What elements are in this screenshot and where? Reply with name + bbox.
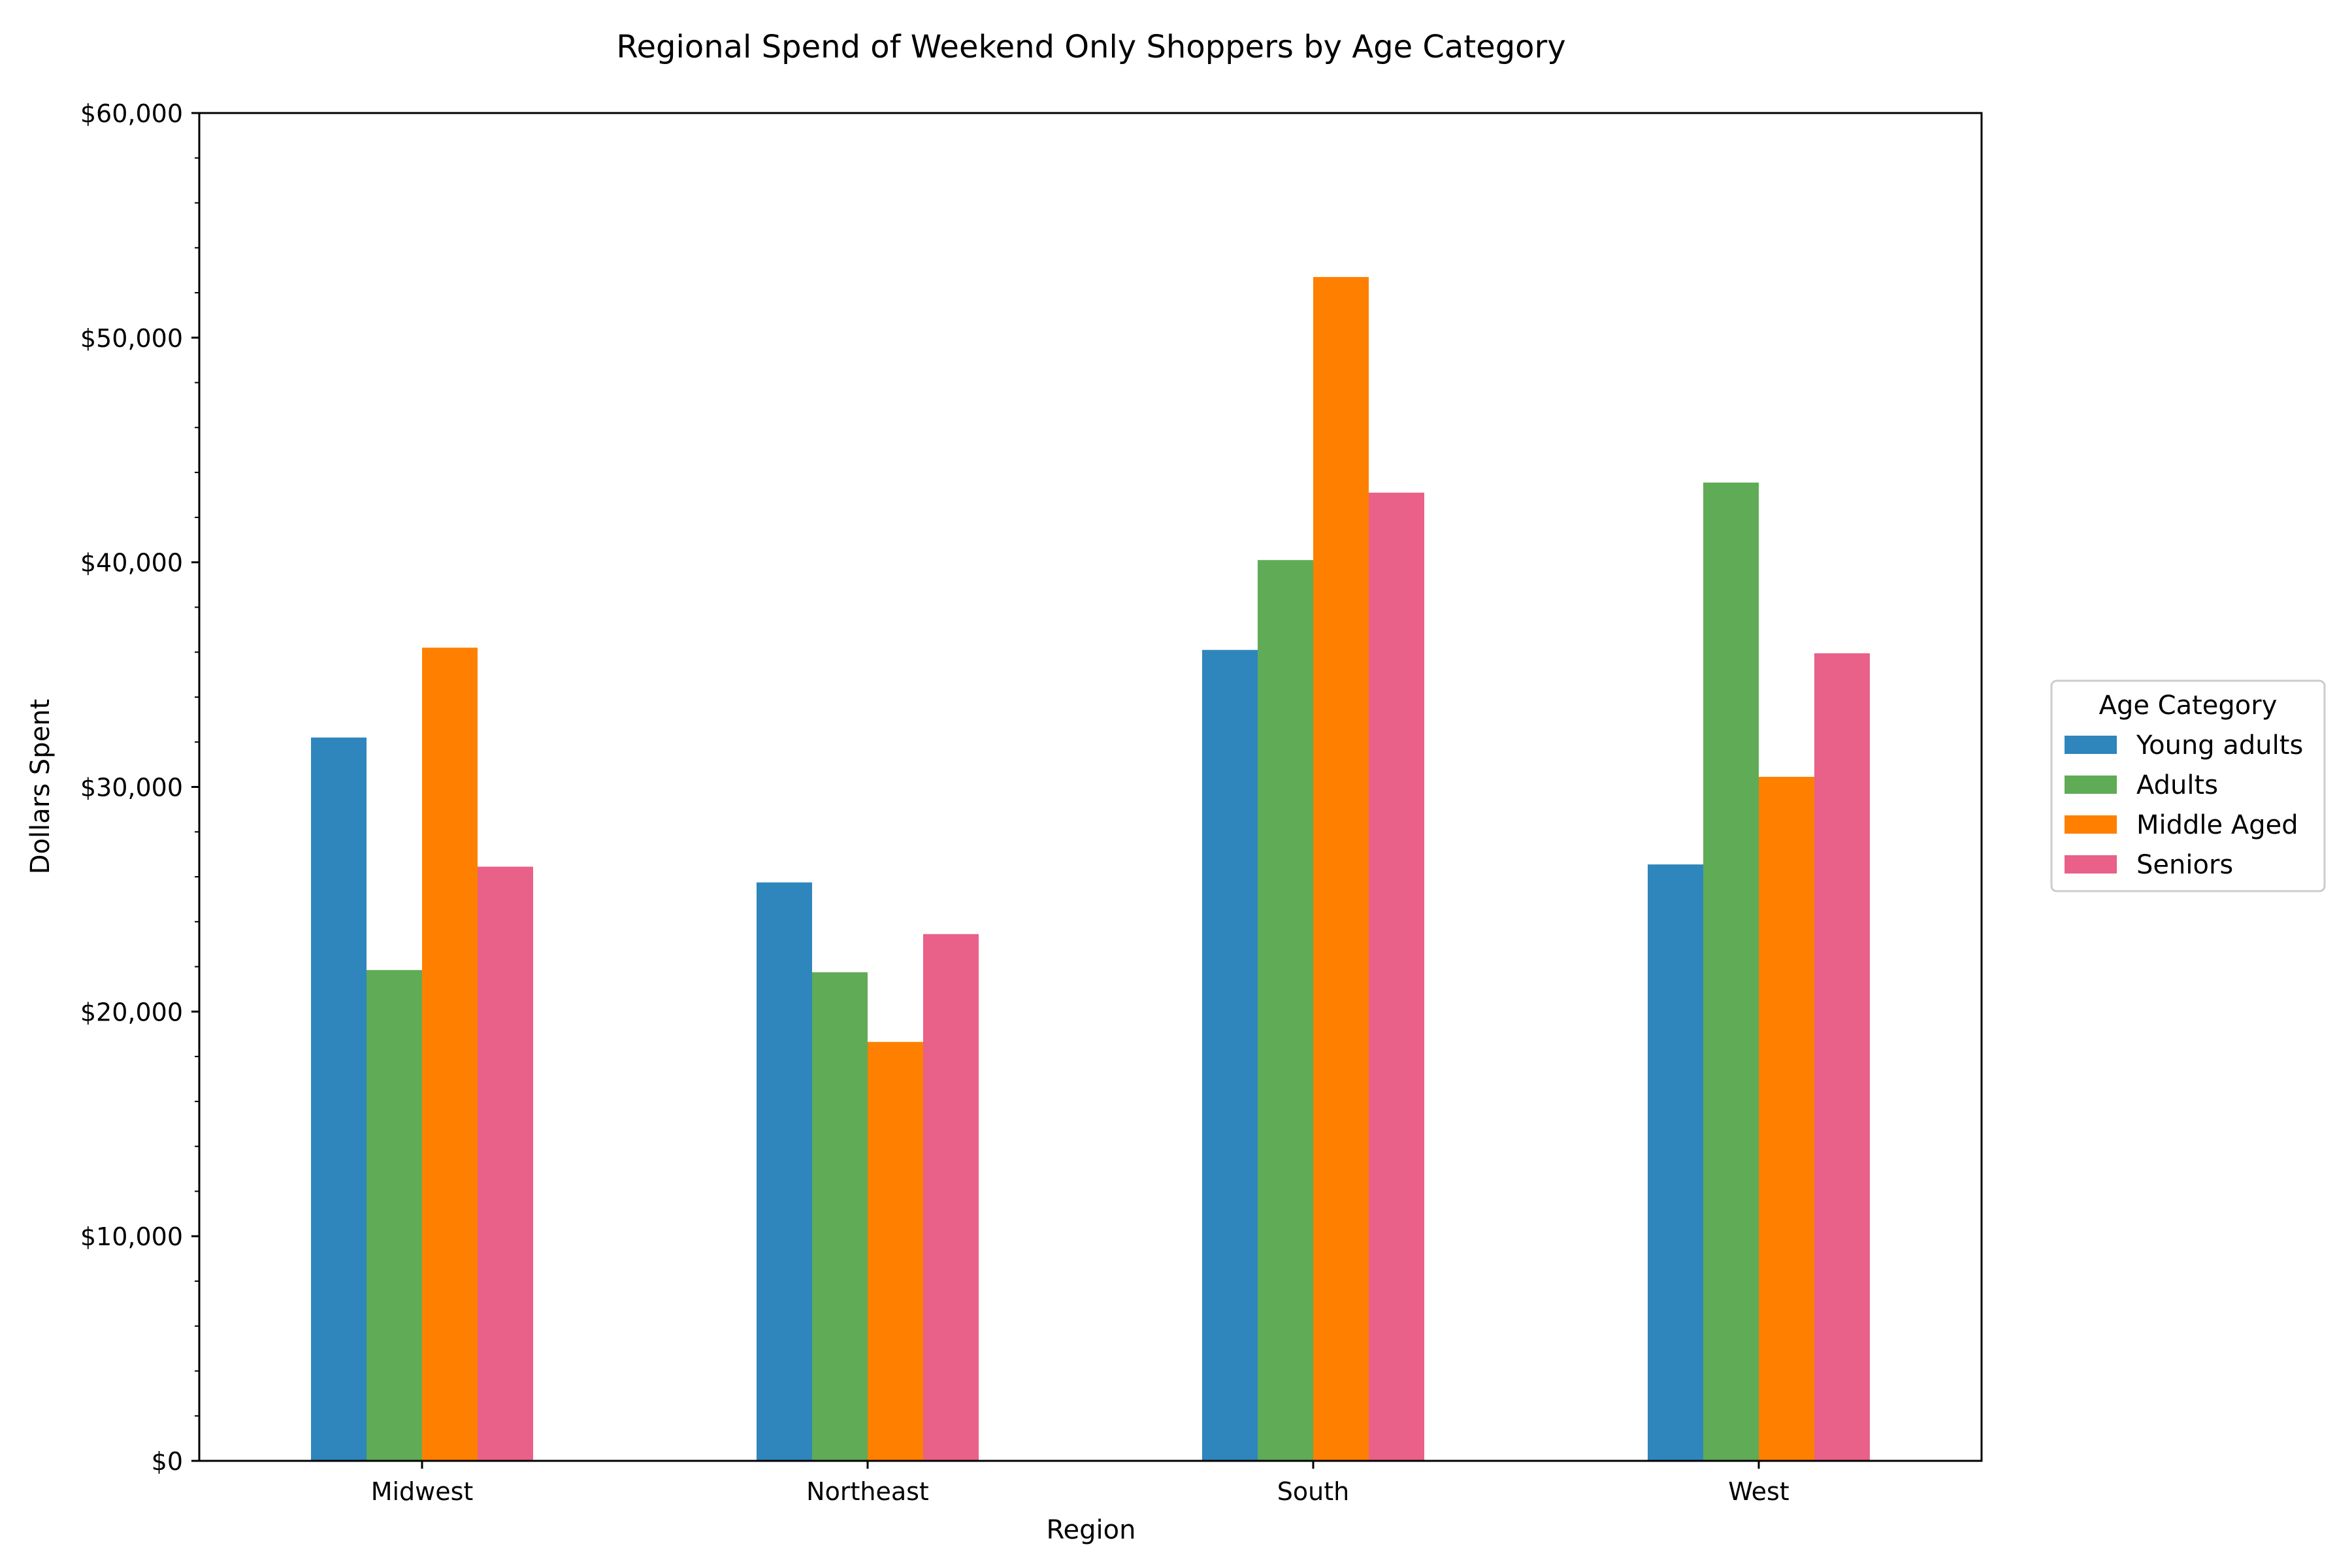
- legend-swatch: [2065, 855, 2117, 874]
- legend-label: Adults: [2136, 770, 2218, 800]
- bar-seniors-midwest: [478, 866, 533, 1461]
- bar-adults-midwest: [367, 970, 422, 1461]
- legend-box: [2050, 679, 2326, 892]
- bar-seniors-northeast: [923, 934, 979, 1461]
- legend-items: Young adults Adults Middle Aged Seniors: [2065, 730, 2303, 880]
- y-axis-label: Dollars Spent: [25, 699, 56, 874]
- legend-label: Young adults: [2136, 730, 2303, 760]
- bar-seniors-west: [1814, 653, 1870, 1461]
- bars: [311, 276, 1870, 1462]
- x-tick-label: Midwest: [371, 1477, 474, 1506]
- legend-swatch: [2065, 736, 2117, 754]
- legend-label: Seniors: [2136, 850, 2233, 880]
- bar-young-adults-northeast: [757, 882, 812, 1461]
- chart-title: Regional Spend of Weekend Only Shoppers …: [616, 29, 1565, 65]
- plot-frame: [198, 112, 1983, 1462]
- y-tick-label: $20,000: [80, 998, 183, 1026]
- legend-swatch: [2065, 776, 2117, 794]
- bar-young-adults-south: [1202, 649, 1258, 1461]
- y-tick-label: $40,000: [80, 549, 183, 578]
- bar-middle-aged-northeast: [868, 1041, 923, 1461]
- x-axis: Midwest Northeast South West: [371, 1461, 1789, 1506]
- y-tick-label: $30,000: [80, 774, 183, 802]
- bar-middle-aged-west: [1759, 777, 1814, 1461]
- legend-title: Age Category: [2099, 691, 2278, 721]
- bar-adults-west: [1703, 482, 1759, 1461]
- x-axis-label: Region: [1047, 1515, 1136, 1545]
- bar-middle-aged-midwest: [422, 647, 478, 1462]
- bar-adults-northeast: [812, 972, 868, 1461]
- y-axis: $0 $10,000 $20,000 $30,000 $40,000 $50,000 $60…: [80, 99, 199, 1476]
- bar-young-adults-midwest: [311, 737, 367, 1461]
- bar-middle-aged-south: [1313, 276, 1369, 1462]
- x-tick-label: Northeast: [806, 1477, 929, 1506]
- bar-adults-south: [1258, 560, 1313, 1462]
- bar-seniors-south: [1369, 493, 1424, 1461]
- y-tick-label: $60,000: [80, 99, 183, 128]
- x-tick-label: West: [1728, 1477, 1789, 1506]
- legend-swatch: [2065, 815, 2117, 834]
- legend: Age Category Young adults Adults Middle Ag…: [2050, 679, 2326, 892]
- y-tick-label: $10,000: [80, 1222, 183, 1251]
- y-tick-label: $0: [152, 1447, 183, 1476]
- legend-label: Middle Aged: [2136, 810, 2298, 840]
- x-tick-label: South: [1277, 1477, 1349, 1506]
- y-tick-label: $50,000: [80, 324, 183, 353]
- bar-young-adults-west: [1648, 864, 1703, 1461]
